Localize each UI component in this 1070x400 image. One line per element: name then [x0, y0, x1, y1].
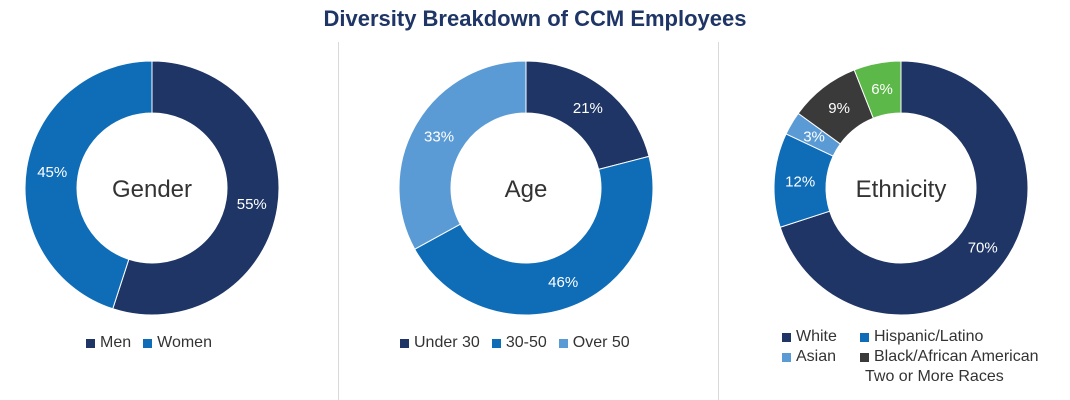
legend-swatch	[860, 332, 869, 342]
legend-swatch	[782, 332, 791, 342]
slice-over-50	[398, 60, 527, 250]
legend-row: Under 30 30-50 Over 50	[400, 333, 642, 353]
data-label: 46%	[548, 274, 578, 291]
legend-swatch	[860, 352, 869, 362]
legend-swatch	[782, 352, 791, 362]
legend-item: 30-50	[491, 334, 547, 352]
legend-row: Asian Black/African American	[782, 347, 1051, 367]
legend-ethnicity: White Hispanic/Latino Asian Black/African A…	[782, 327, 1051, 387]
legend-label: Over 50	[572, 334, 630, 351]
legend-item: White	[782, 328, 860, 346]
data-label: 33%	[424, 129, 454, 146]
legend-row: Men Women	[86, 333, 224, 353]
legend-item: Men	[86, 334, 131, 352]
data-label: 12%	[785, 174, 815, 191]
data-label: 6%	[871, 81, 893, 98]
legend-swatch	[143, 338, 153, 348]
legend-item: Two or More Races	[860, 368, 1004, 386]
legend-label: Men	[100, 334, 132, 351]
center-label: Gender	[112, 176, 192, 203]
slice-white	[779, 60, 1029, 316]
legend-gender: Men Women	[86, 333, 224, 353]
legend-label: Women	[157, 334, 212, 351]
legend-item: Women	[143, 334, 212, 352]
slice-two-or-more-races	[853, 60, 902, 119]
slice-women	[24, 60, 153, 310]
data-label: 9%	[828, 100, 850, 117]
legend-label: Two or More Races	[865, 368, 1004, 385]
data-label: 21%	[573, 100, 603, 117]
legend-label: Black/African American	[874, 348, 1039, 365]
data-label: 45%	[37, 164, 67, 181]
legend-swatch	[400, 338, 409, 348]
legend-swatch	[558, 338, 568, 348]
legend-item: Black/African American	[860, 348, 1039, 366]
divider-left	[338, 42, 339, 400]
slice-30-50	[414, 155, 654, 316]
legend-label: Asian	[796, 348, 837, 365]
chart-title: Diversity Breakdown of CCM Employees	[323, 6, 747, 31]
legend-label: Under 30	[414, 334, 480, 351]
legend-item: Asian	[782, 348, 860, 366]
data-label: 55%	[237, 196, 267, 213]
legend-item: Over 50	[558, 334, 630, 352]
data-label: 3%	[803, 129, 825, 146]
center-label: Age	[505, 176, 548, 203]
legend-item: Under 30	[400, 334, 480, 352]
legend-age: Under 30 30-50 Over 50	[400, 333, 642, 353]
data-label: 70%	[968, 239, 998, 256]
legend-swatch	[491, 338, 501, 348]
legend-row: White Hispanic/Latino	[782, 327, 1051, 347]
legend-label: 30-50	[505, 334, 547, 351]
divider-right	[718, 42, 719, 400]
slice-men	[112, 60, 280, 316]
center-label: Ethnicity	[856, 176, 947, 203]
legend-label: Hispanic/Latino	[874, 328, 984, 345]
legend-swatch	[86, 338, 95, 348]
legend-row: Two or More Races	[782, 367, 1051, 387]
legend-label: White	[796, 328, 837, 345]
legend-item: Hispanic/Latino	[860, 328, 983, 346]
